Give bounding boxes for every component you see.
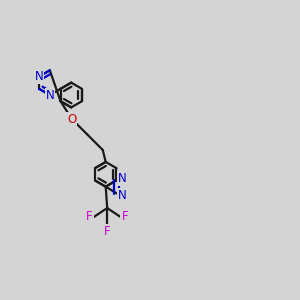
Text: N: N: [35, 70, 44, 83]
Text: N: N: [118, 188, 127, 202]
Text: O: O: [67, 112, 76, 125]
Text: F: F: [86, 211, 93, 224]
Text: F: F: [104, 225, 110, 238]
Text: N: N: [118, 172, 127, 185]
Text: F: F: [122, 211, 128, 224]
Text: N: N: [46, 88, 54, 101]
